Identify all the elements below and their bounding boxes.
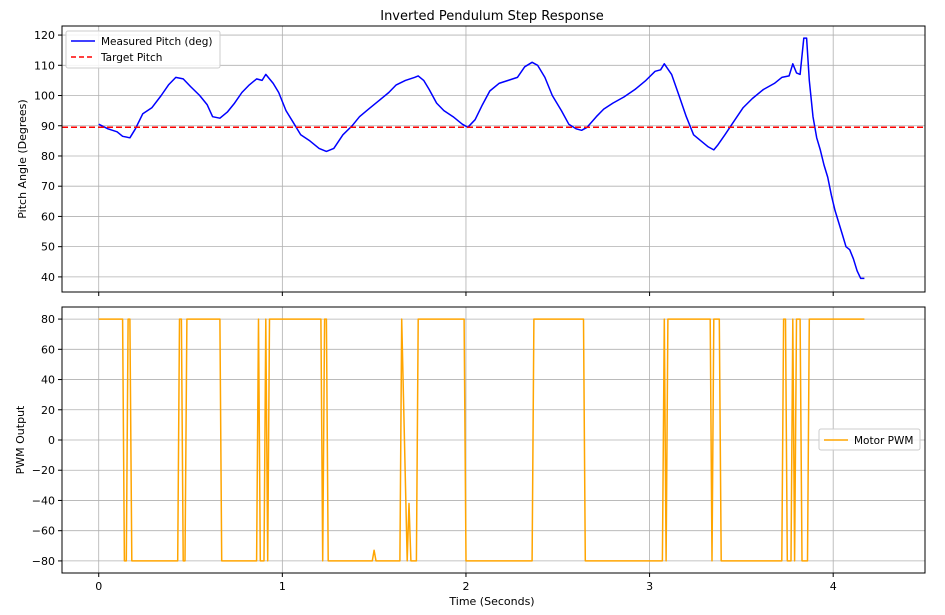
pwm-y-tick-label: −40 [32,494,55,507]
legend-motor-pwm-label: Motor PWM [854,435,913,447]
pitch-panel: 40 50 60 70 80 90 100 110 120 Pitch Angle (Degre… [16,25,926,296]
pitch-legend: Measured Pitch (deg) Target Pitch [65,30,221,69]
pitch-y-ticks: 40 50 60 70 80 90 100 110 120 [34,29,62,284]
pwm-legend: Motor PWM [818,428,921,451]
pitch-series-line-0 [98,37,865,280]
pwm-x-tick-label: 0 [95,580,102,593]
pwm-y-tick-label: 0 [48,434,55,447]
pitch-y-tick-label: 80 [41,150,55,163]
pitch-y-tick-label: 110 [34,59,55,72]
pwm-y-tick-label: −20 [32,464,55,477]
pwm-series-line-0 [98,318,865,562]
pitch-x-ticks [98,292,834,296]
pwm-y-tick-label: −60 [32,525,55,538]
pitch-y-tick-label: 120 [34,29,55,42]
pwm-x-ticks: 0 1 2 3 4 [95,573,837,593]
pwm-y-tick-label: 40 [41,374,55,387]
legend-measured-pitch-label: Measured Pitch (deg) [101,36,213,48]
pitch-series [62,37,925,280]
pitch-y-tick-label: 70 [41,180,55,193]
x-axis-label: Time (Seconds) [448,595,534,608]
pwm-x-tick-label: 1 [279,580,286,593]
pwm-x-tick-label: 2 [462,580,469,593]
pwm-x-tick-label: 3 [646,580,653,593]
pwm-y-tick-label: 80 [41,313,55,326]
pitch-y-tick-label: 40 [41,271,55,284]
pwm-y-ticks: −80 −60 −40 −20 0 20 40 60 80 [32,313,62,568]
pwm-x-tick-label: 4 [830,580,837,593]
pwm-y-tick-label: −80 [32,555,55,568]
pitch-y-tick-label: 100 [34,90,55,103]
chart-title: Inverted Pendulum Step Response [380,9,604,24]
pitch-legend-box [65,30,221,69]
pwm-y-tick-label: 60 [41,343,55,356]
pitch-axes-frame [61,25,926,293]
pitch-y-tick-label: 50 [41,241,55,254]
pitch-y-axis-label: Pitch Angle (Degrees) [16,99,29,218]
pitch-y-tick-label: 60 [41,210,55,223]
pitch-y-tick-label: 90 [41,120,55,133]
pwm-panel: −80 −60 −40 −20 0 20 40 60 80 0 1 2 3 4 PWM Output T… [14,306,926,608]
pwm-series [98,318,865,562]
pwm-y-tick-label: 20 [41,404,55,417]
legend-target-pitch-label: Target Pitch [100,52,162,64]
pwm-legend-box [818,428,921,451]
pwm-y-axis-label: PWM Output [14,405,27,474]
